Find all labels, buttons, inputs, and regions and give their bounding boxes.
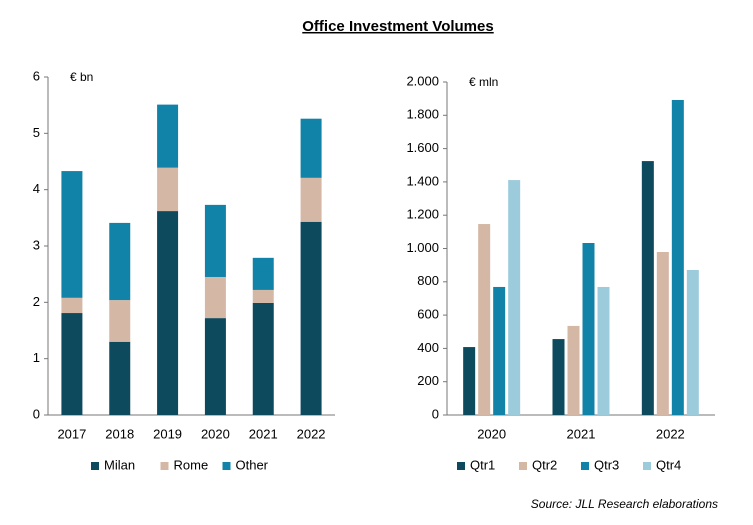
y-tick-label: 3: [33, 237, 40, 252]
bar: [582, 243, 595, 415]
bar-segment: [204, 318, 226, 415]
y-tick-label: 1.400: [406, 173, 439, 188]
y-tick-label: 1.000: [406, 240, 439, 255]
bar: [552, 339, 565, 415]
bar-segment: [109, 341, 131, 415]
bar: [641, 161, 654, 415]
y-tick-label: 200: [417, 373, 439, 388]
x-tick-label: 2020: [477, 426, 506, 441]
bar-segment: [204, 276, 226, 319]
y-tick-label: 400: [417, 340, 439, 355]
x-tick-label: 2020: [201, 426, 230, 441]
x-tick-label: 2018: [105, 426, 134, 441]
bar: [567, 325, 580, 415]
bar-segment: [61, 297, 83, 314]
bar: [686, 269, 699, 415]
bar-segment: [252, 289, 274, 303]
y-tick-label: 0: [33, 406, 40, 421]
y-tick-label: 800: [417, 273, 439, 288]
x-tick-label: 2017: [57, 426, 86, 441]
page-title: Office Investment Volumes: [302, 18, 493, 35]
legend-swatch: [457, 462, 465, 470]
legend-label: Other: [236, 457, 269, 472]
y-tick-label: 1.800: [406, 107, 439, 122]
y-tick-label: 5: [33, 125, 40, 140]
bar-segment: [300, 221, 322, 415]
bar-segment: [109, 222, 131, 301]
legend-swatch: [581, 462, 589, 470]
legend-label: Milan: [104, 457, 135, 472]
y-tick-label: 1.600: [406, 140, 439, 155]
bar: [463, 347, 476, 415]
x-tick-label: 2022: [297, 426, 326, 441]
legend-swatch: [160, 462, 169, 470]
bar-segment: [300, 177, 322, 222]
y-tick-label: 600: [417, 307, 439, 322]
y-tick-label: 2: [33, 294, 40, 309]
legend-label: Qtr4: [656, 457, 681, 472]
y-tick-label: 6: [33, 68, 40, 83]
y-tick-label: 1.200: [406, 207, 439, 222]
legend-swatch: [222, 462, 231, 470]
y-tick-label: 1: [33, 350, 40, 365]
legend-swatch: [643, 462, 651, 470]
source: Source: JLL Research elaborations: [531, 497, 718, 511]
bar: [671, 99, 684, 416]
legend-label: Qtr2: [532, 457, 557, 472]
y-tick-label: 2.000: [406, 73, 439, 88]
x-tick-label: 2022: [656, 426, 685, 441]
x-tick-label: 2021: [567, 426, 596, 441]
bar: [493, 286, 506, 415]
bar-segment: [300, 118, 322, 178]
legend-swatch: [519, 462, 527, 470]
bar: [508, 180, 521, 415]
legend-swatch: [91, 462, 99, 470]
x-tick-label: 2021: [249, 426, 278, 441]
y-tick-label: 4: [33, 181, 40, 196]
legend-label: Qtr1: [470, 457, 495, 472]
bar-segment: [61, 171, 83, 298]
bar-segment: [109, 300, 131, 342]
bar-segment: [252, 257, 274, 290]
legend-label: Rome: [174, 457, 209, 472]
bar: [478, 224, 491, 415]
x-tick-label: 2019: [153, 426, 182, 441]
legend-label: Qtr3: [594, 457, 619, 472]
bar-segment: [157, 211, 179, 415]
bar: [597, 286, 610, 415]
bar-segment: [204, 204, 226, 277]
bar-segment: [252, 302, 274, 415]
y-tick-label: 0: [432, 406, 439, 421]
bar-segment: [61, 313, 83, 415]
bar: [656, 251, 669, 415]
y-axis-unit: € bn: [70, 70, 93, 84]
bar-segment: [157, 104, 179, 168]
y-axis-unit: € mln: [469, 75, 498, 89]
bar-segment: [157, 167, 179, 212]
